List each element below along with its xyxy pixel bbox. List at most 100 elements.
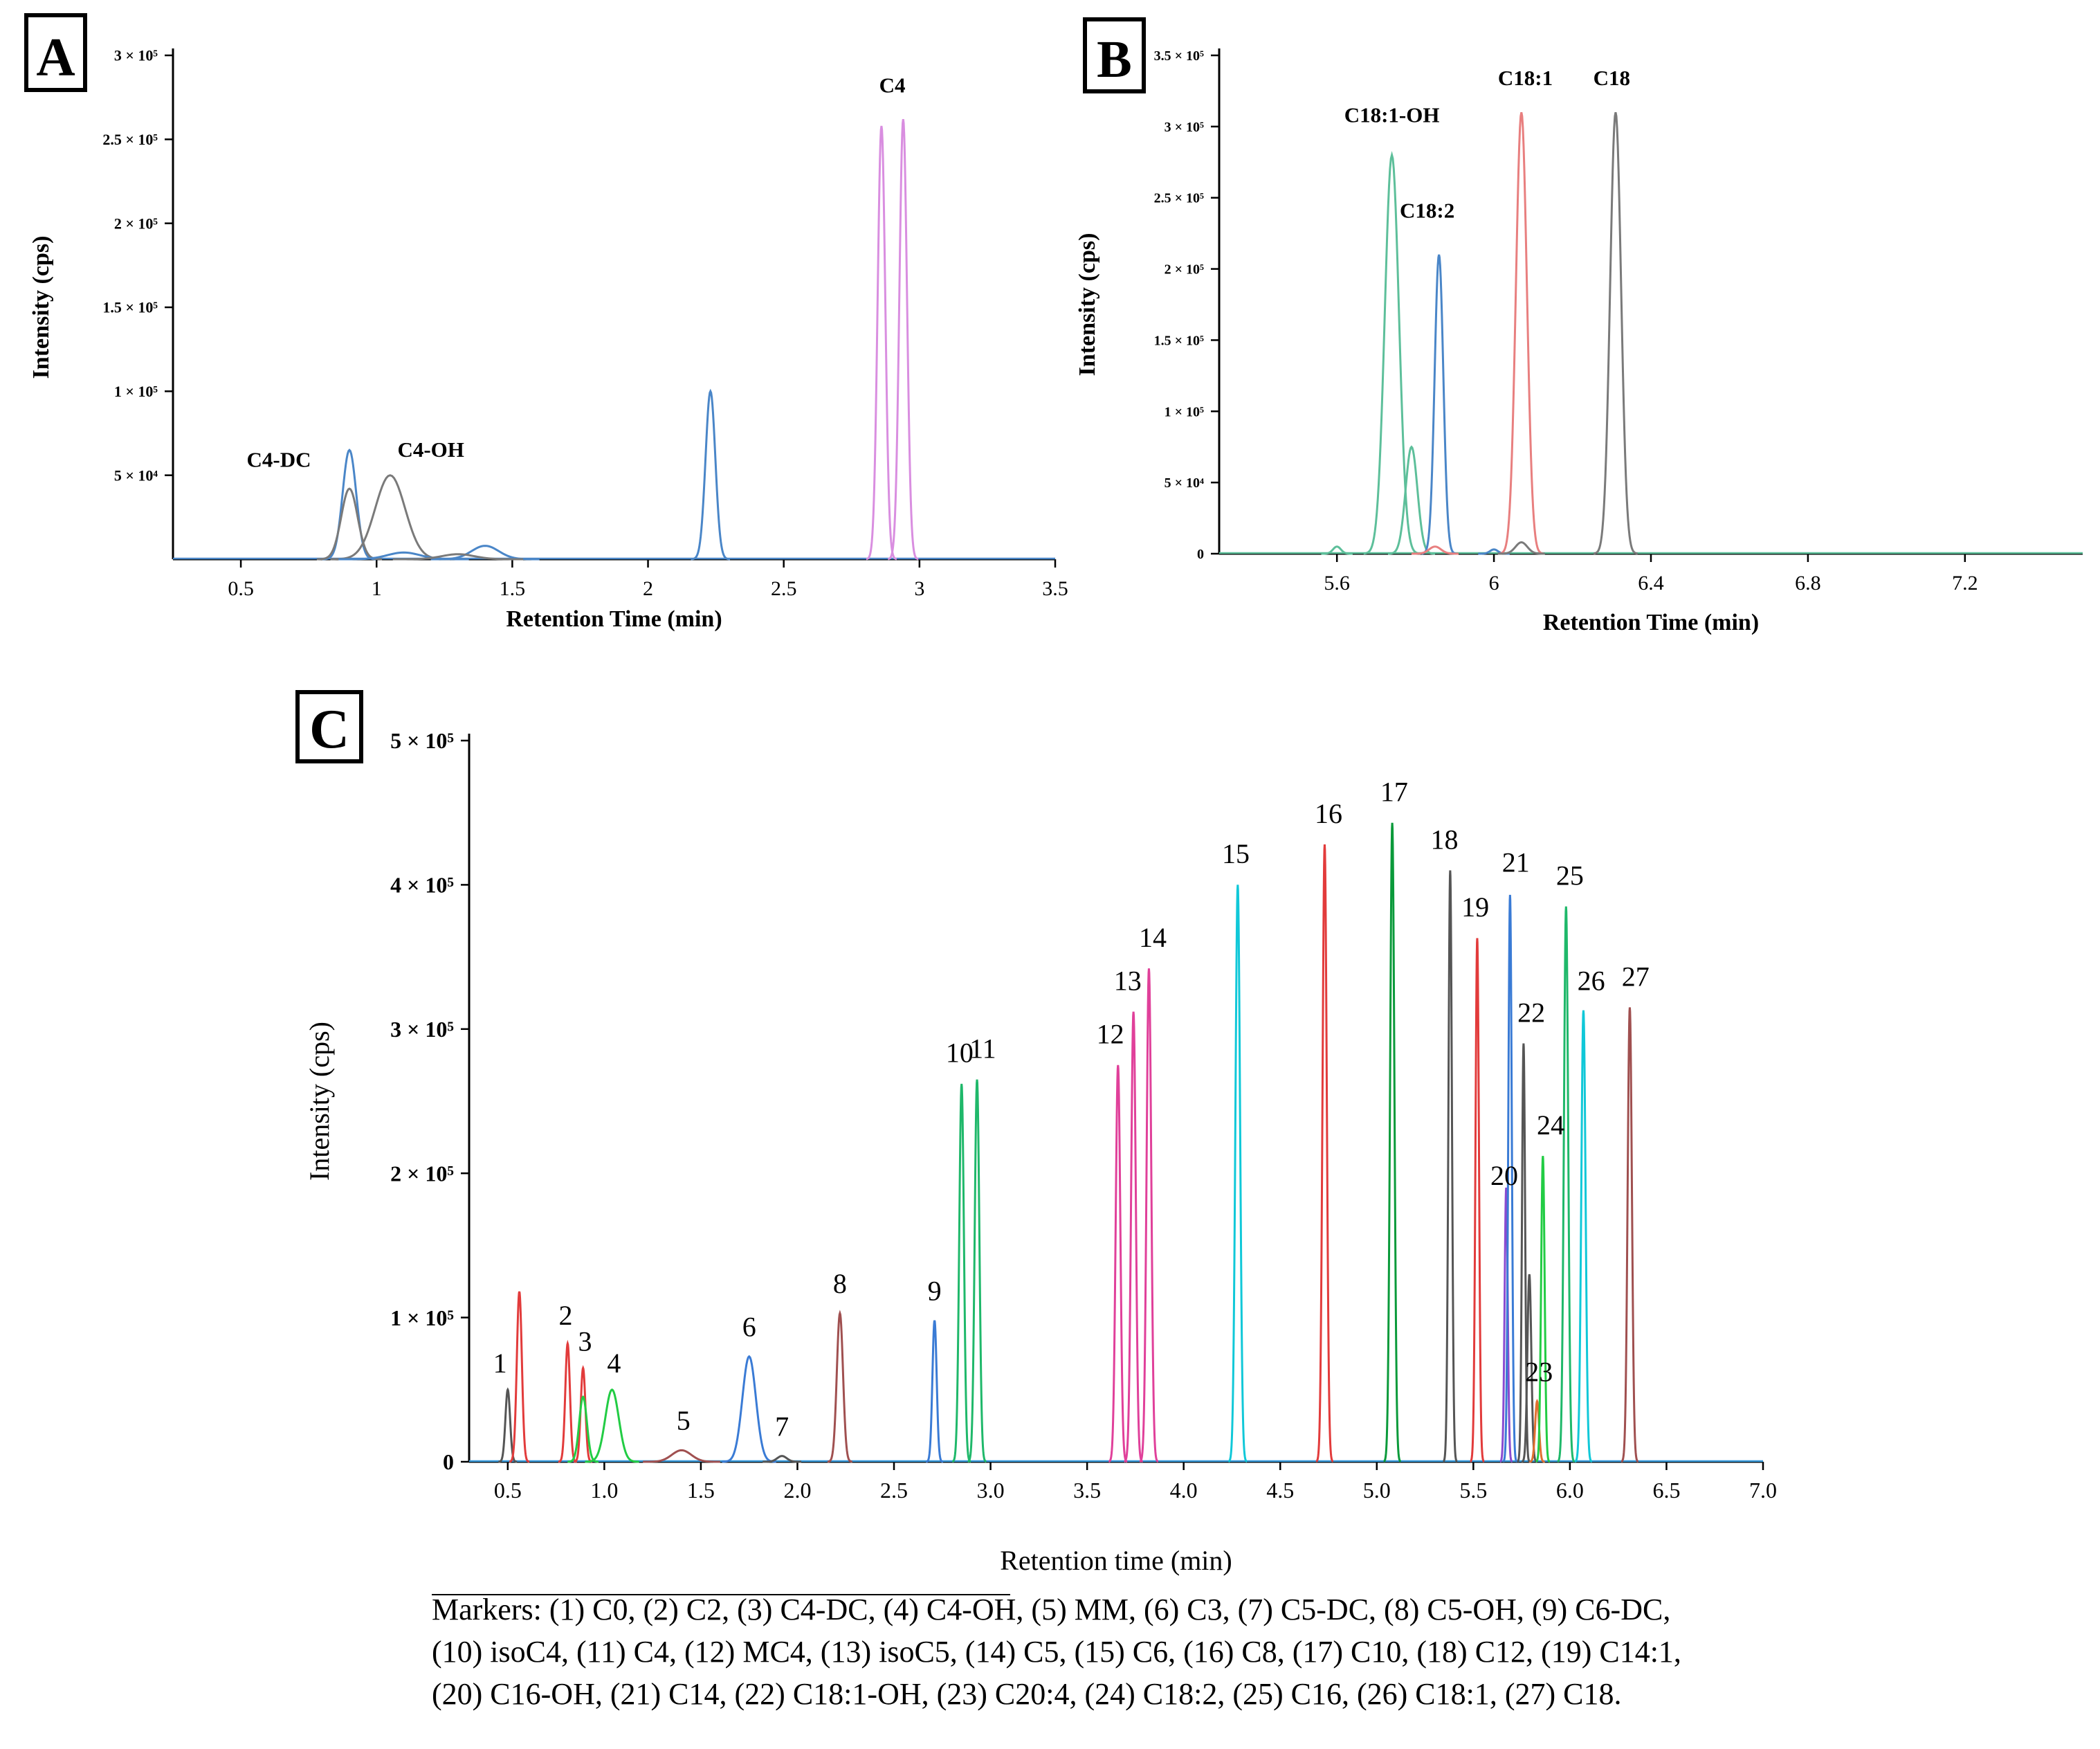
x-tick-label: 5.6: [1324, 572, 1350, 595]
peak-annotation: 8: [833, 1268, 847, 1299]
peak-trace-c-4: [574, 1365, 593, 1463]
x-tick-label: 0.5: [494, 1478, 522, 1503]
x-tick-label: 2.5: [771, 577, 797, 600]
peak-annotation: 6: [742, 1312, 756, 1343]
peak-trace-c-29: [1574, 1010, 1593, 1463]
peak-annotation: 19: [1461, 891, 1489, 923]
y-tick-label: 2.5 × 10⁵: [102, 131, 158, 148]
peak-trace-c-8: [722, 1354, 776, 1463]
x-tick-label: 6: [1489, 572, 1499, 595]
peak-trace-c-6: [585, 1388, 639, 1463]
x-axis-label: Retention time (min): [1000, 1545, 1232, 1576]
panel-label-box: [295, 690, 363, 763]
y-tick-label: 5 × 10⁴: [114, 466, 158, 484]
peak-annotation: C18:1-OH: [1344, 103, 1440, 127]
panel-label: B: [1097, 30, 1132, 89]
peak-trace-c-9: [763, 1455, 802, 1463]
peak-annotation: 25: [1556, 860, 1584, 891]
peak-trace-c-30: [1620, 1007, 1639, 1463]
legend-rule: [432, 1594, 1010, 1595]
y-tick-label: 2 × 10⁵: [1165, 262, 1204, 278]
peak-annotation: 26: [1578, 966, 1605, 997]
x-tick-label: 2.5: [880, 1478, 908, 1503]
x-tick-label: 6.5: [1652, 1478, 1680, 1503]
x-tick-label: 4.0: [1170, 1478, 1198, 1503]
peak-trace-c-1: [498, 1387, 518, 1463]
peak-trace-c-18: [1315, 844, 1334, 1463]
peak-annotation: 4: [607, 1348, 621, 1379]
peak-trace-b-1: [1363, 151, 1421, 555]
y-tick-label: 0: [443, 1449, 454, 1474]
x-tick-label: 6.0: [1556, 1478, 1584, 1503]
x-tick-label: 2.0: [783, 1478, 811, 1503]
peak-trace-c-15: [1124, 1011, 1143, 1463]
peak-trace-b-9: [1593, 112, 1638, 555]
peak-annotation: 1: [493, 1348, 507, 1379]
peak-trace-c-27: [1535, 1156, 1551, 1463]
peak-annotation: 9: [928, 1276, 942, 1307]
peak-trace-c-17: [1227, 885, 1248, 1463]
peak-annotation: C18:1: [1498, 66, 1553, 90]
x-tick-label: 1.5: [687, 1478, 715, 1503]
y-tick-label: 1 × 10⁵: [114, 383, 158, 400]
x-tick-label: 4.5: [1266, 1478, 1294, 1503]
peak-trace-c-23: [1502, 894, 1518, 1463]
peak-annotation: 21: [1502, 847, 1530, 878]
x-tick-label: 1: [372, 577, 382, 600]
x-tick-label: 6.4: [1638, 572, 1664, 595]
y-tick-label: 1.5 × 10⁵: [102, 299, 158, 316]
x-tick-label: 5.5: [1459, 1478, 1487, 1503]
panel-b-chart: B 5.6 6 6.4 6.8 7.2 0 5 × 10⁴ 1 × 10⁵ 1.5 × 10⁵ 2 …: [1075, 17, 2083, 635]
peak-annotation: 18: [1430, 824, 1458, 855]
peak-trace-a-9: [888, 119, 919, 561]
panel-label-box: [24, 13, 87, 92]
legend-line-3: (20) C16-OH, (21) C14, (22) C18:1-OH, (2…: [432, 1677, 1622, 1711]
peak-annotation: C4-OH: [397, 437, 464, 462]
y-tick-label: 1 × 10⁵: [1165, 404, 1204, 419]
peak-annotation: 10: [946, 1037, 974, 1069]
peak-trace-c-20: [1443, 870, 1458, 1463]
peak-annotation: 15: [1222, 838, 1250, 869]
peak-trace-a-7: [691, 388, 731, 561]
peak-trace-c-11: [926, 1320, 944, 1463]
peak-trace-a-2: [316, 487, 383, 561]
legend-line-1: Markers: (1) C0, (2) C2, (3) C4-DC, (4) …: [432, 1593, 1671, 1626]
peak-annotation: 23: [1525, 1356, 1553, 1387]
peak-annotation: 13: [1114, 966, 1142, 997]
peak-annotation: 5: [677, 1405, 691, 1436]
peak-trace-c-14: [1108, 1064, 1128, 1463]
peak-annotation: 14: [1139, 922, 1167, 953]
peak-trace-c-2: [509, 1291, 530, 1463]
peak-trace-a-1: [322, 448, 377, 561]
x-tick-label: 5.0: [1363, 1478, 1391, 1503]
y-tick-label: 4 × 10⁵: [390, 873, 454, 898]
x-tick-label: 7.0: [1749, 1478, 1777, 1503]
peak-trace-c-25: [1521, 1274, 1537, 1463]
peak-trace-c-3: [558, 1339, 577, 1463]
peak-trace-c-12: [951, 1083, 971, 1463]
peak-trace-c-24: [1517, 1043, 1531, 1463]
y-tick-label: 1 × 10⁵: [390, 1305, 454, 1330]
panel-label: C: [309, 699, 349, 760]
panel-label: A: [36, 26, 75, 87]
y-tick-label: 5 × 10⁵: [390, 728, 454, 753]
y-tick-label: 2 × 10⁵: [390, 1161, 454, 1186]
x-tick-label: 1.5: [500, 577, 526, 600]
x-tick-label: 2: [643, 577, 653, 600]
peak-trace-a-8: [866, 125, 897, 561]
peak-trace-c-19: [1383, 822, 1402, 1463]
x-tick-label: 3.5: [1042, 577, 1068, 600]
x-tick-label: 3: [914, 577, 924, 600]
peak-trace-b-7: [1499, 112, 1544, 555]
y-axis-label: Intensity (cps): [28, 236, 54, 379]
peak-trace-c-22: [1499, 1187, 1513, 1463]
peak-annotation: 24: [1537, 1109, 1564, 1141]
y-axis-label: Intensity (cps): [304, 1022, 335, 1181]
x-tick-label: 3.0: [977, 1478, 1005, 1503]
panel-a-chart: A 0.5 1 1.5 2 2.5 3 3.5 5 × 10⁴ 1 × 10⁵ 1.5 × 10⁵ 2…: [24, 13, 1068, 632]
y-axis-label: Intensity (cps): [1075, 233, 1100, 377]
peak-trace-a-6: [392, 553, 524, 561]
peak-annotation: 3: [578, 1326, 592, 1357]
y-tick-label: 2.5 × 10⁵: [1154, 191, 1204, 206]
